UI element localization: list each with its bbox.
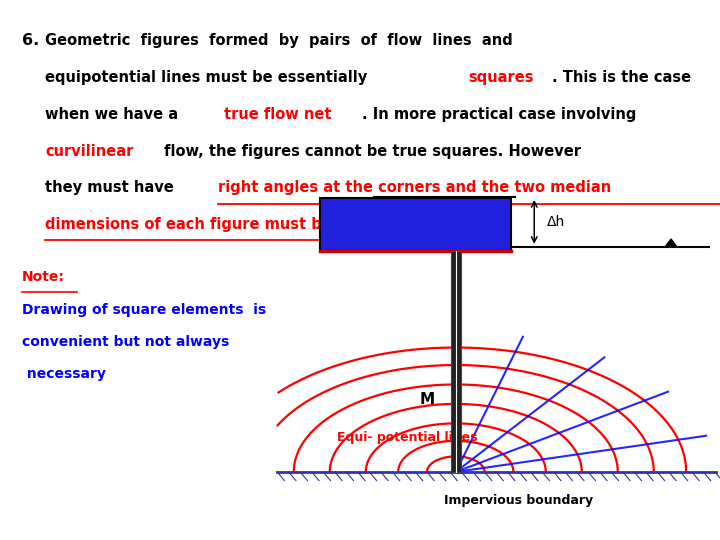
Text: necessary: necessary: [22, 367, 105, 381]
Text: equipotential lines must be essentially: equipotential lines must be essentially: [45, 70, 373, 85]
Text: Equi- potential lines: Equi- potential lines: [336, 431, 477, 444]
Text: . In more practical case involving: . In more practical case involving: [362, 107, 636, 122]
Text: . This is the case: . This is the case: [552, 70, 691, 85]
Text: right angles at the corners and the two median: right angles at the corners and the two …: [218, 180, 611, 195]
Text: flow, the figures cannot be true squares. However: flow, the figures cannot be true squares…: [159, 144, 581, 159]
Text: .: .: [481, 217, 487, 232]
Text: M: M: [419, 392, 435, 407]
Text: convenient but not always: convenient but not always: [22, 335, 229, 349]
Text: 6.: 6.: [22, 33, 39, 49]
Text: curvilinear: curvilinear: [45, 144, 134, 159]
Bar: [320, 198, 511, 251]
Text: they must have: they must have: [45, 180, 179, 195]
Text: Geometric  figures  formed  by  pairs  of  flow  lines  and: Geometric figures formed by pairs of flo…: [45, 33, 513, 49]
Text: Drawing of square elements  is: Drawing of square elements is: [22, 302, 266, 316]
Text: dimensions of each figure must be equal: dimensions of each figure must be equal: [45, 217, 383, 232]
Text: squares: squares: [468, 70, 534, 85]
Text: Impervious boundary: Impervious boundary: [444, 494, 593, 507]
Text: when we have a: when we have a: [45, 107, 184, 122]
Text: Δh: Δh: [547, 215, 565, 229]
Text: true flow net: true flow net: [224, 107, 331, 122]
Polygon shape: [665, 239, 677, 247]
Text: Note:: Note:: [22, 271, 65, 285]
Bar: [451, 251, 461, 472]
